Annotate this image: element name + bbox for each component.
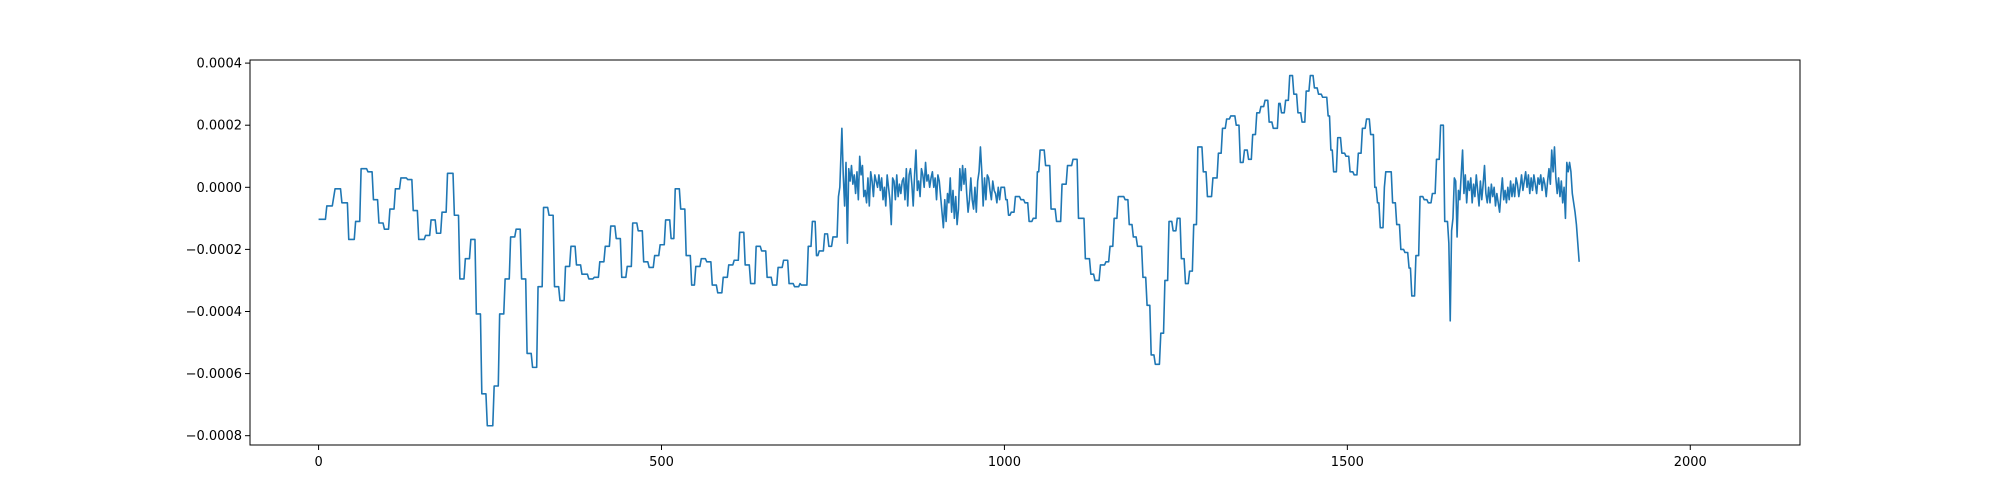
x-axis: 0 500 1000 1500 2000 — [314, 445, 1707, 470]
y-tick-label: −0.0002 — [186, 243, 242, 258]
x-tick-label: 2000 — [1674, 455, 1707, 470]
x-tick-label: 0 — [314, 455, 322, 470]
y-tick-label: 0.0004 — [197, 57, 243, 72]
y-axis: 0.0004 0.0002 0.0000 −0.0002 −0.0004 −0.0006 −… — [186, 57, 250, 444]
y-tick-label: −0.0008 — [186, 429, 242, 444]
y-tick-label: −0.0004 — [186, 305, 242, 320]
data-series-line — [318, 74, 1580, 427]
axes-frame — [249, 59, 1801, 446]
y-tick-label: 0.0000 — [197, 181, 243, 196]
x-tick-label: 1000 — [988, 455, 1021, 470]
x-tick-label: 1500 — [1331, 455, 1364, 470]
y-tick-label: −0.0006 — [186, 367, 242, 382]
x-tick-label: 500 — [649, 455, 674, 470]
plot-area — [318, 74, 1580, 427]
y-tick-label: 0.0002 — [197, 119, 243, 134]
